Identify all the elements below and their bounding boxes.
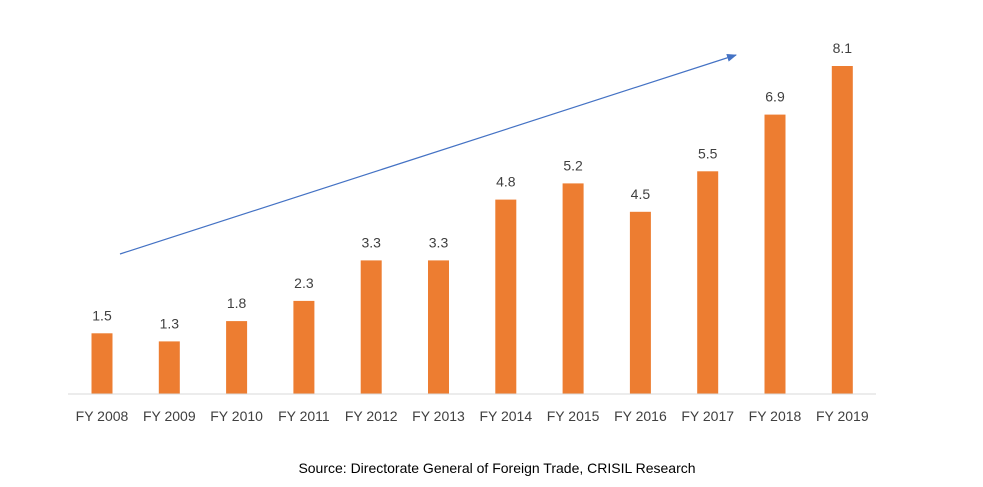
value-label: 8.1 bbox=[833, 40, 853, 56]
source-note: Source: Directorate General of Foreign T… bbox=[298, 460, 695, 476]
value-label: 3.3 bbox=[361, 234, 381, 250]
x-tick-label: FY 2016 bbox=[614, 408, 667, 424]
x-tick-label: FY 2014 bbox=[479, 408, 532, 424]
x-tick-label: FY 2015 bbox=[547, 408, 600, 424]
x-tick-label: FY 2013 bbox=[412, 408, 465, 424]
value-label: 2.3 bbox=[294, 275, 314, 291]
bar-fy-2014 bbox=[495, 199, 517, 394]
bar-fy-2011 bbox=[293, 300, 315, 394]
bar-fy-2010 bbox=[226, 321, 248, 394]
bar-fy-2013 bbox=[428, 260, 449, 394]
x-tick-label: FY 2019 bbox=[816, 408, 869, 424]
bar-fy-2015 bbox=[562, 183, 584, 394]
value-label: 1.5 bbox=[92, 307, 112, 323]
value-label: 4.5 bbox=[631, 186, 651, 202]
bar-fy-2008 bbox=[91, 333, 113, 394]
x-tick-label: FY 2018 bbox=[749, 408, 802, 424]
value-label: 6.9 bbox=[765, 89, 785, 105]
value-label: 5.2 bbox=[563, 157, 583, 173]
value-label: 3.3 bbox=[429, 234, 449, 250]
x-tick-label: FY 2010 bbox=[210, 408, 263, 424]
trend-arrow bbox=[119, 53, 737, 255]
x-tick-label: FY 2011 bbox=[278, 408, 330, 424]
x-tick-label: FY 2008 bbox=[76, 408, 129, 424]
bar-fy-2019 bbox=[831, 66, 853, 394]
bar-fy-2012 bbox=[360, 260, 382, 394]
value-label: 1.3 bbox=[160, 315, 180, 331]
value-label: 1.8 bbox=[227, 295, 247, 311]
value-label: 5.5 bbox=[698, 145, 718, 161]
bar-fy-2018 bbox=[764, 114, 786, 394]
bar-fy-2017 bbox=[697, 171, 719, 394]
bar-fy-2016 bbox=[629, 211, 651, 394]
value-label: 4.8 bbox=[496, 174, 516, 190]
x-tick-label: FY 2009 bbox=[143, 408, 196, 424]
x-tick-label: FY 2012 bbox=[345, 408, 398, 424]
x-tick-label: FY 2017 bbox=[681, 408, 734, 424]
bar-fy-2009 bbox=[158, 341, 180, 394]
